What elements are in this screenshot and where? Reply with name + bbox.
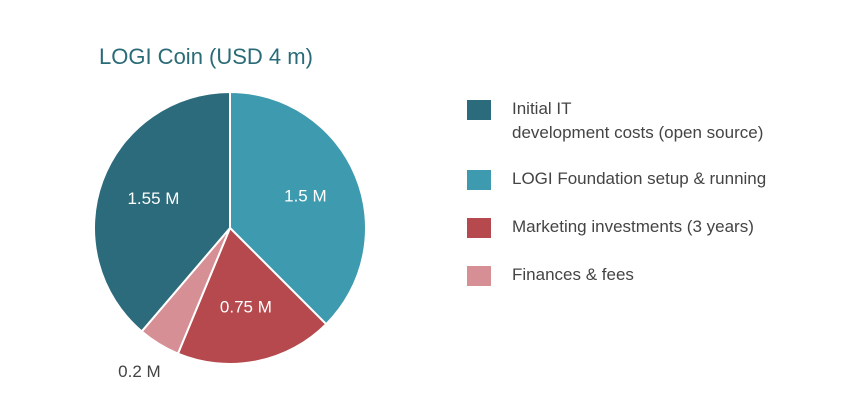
slice-data-label: 0.2 M [118,362,161,381]
legend-item-marketing: Marketing investments (3 years) [467,215,766,239]
chart-title: LOGI Coin (USD 4 m) [99,44,313,69]
slice-data-label: 0.75 M [220,298,272,317]
legend-item-foundation: LOGI Foundation setup & running [467,167,766,191]
legend-label: Initial IT development costs (open sourc… [512,99,764,142]
pie-slice [93,91,231,333]
legend-swatch [467,266,491,286]
slice-data-label: 1.55 M [127,189,179,208]
legend-item-initial-it: Initial IT development costs (open sourc… [467,97,766,145]
pie-slice [229,91,368,326]
legend-label: Finances & fees [512,265,634,284]
legend-item-finances: Finances & fees [467,263,766,287]
chart-legend: Initial IT development costs (open sourc… [467,97,766,287]
legend-swatch [467,218,491,238]
slice-data-label: 1.5 M [284,186,327,205]
legend-swatch [467,170,491,190]
legend-label: Marketing investments (3 years) [512,217,754,236]
pie-slice [176,227,328,365]
legend-label: LOGI Foundation setup & running [512,169,767,188]
legend-swatch [467,100,491,120]
